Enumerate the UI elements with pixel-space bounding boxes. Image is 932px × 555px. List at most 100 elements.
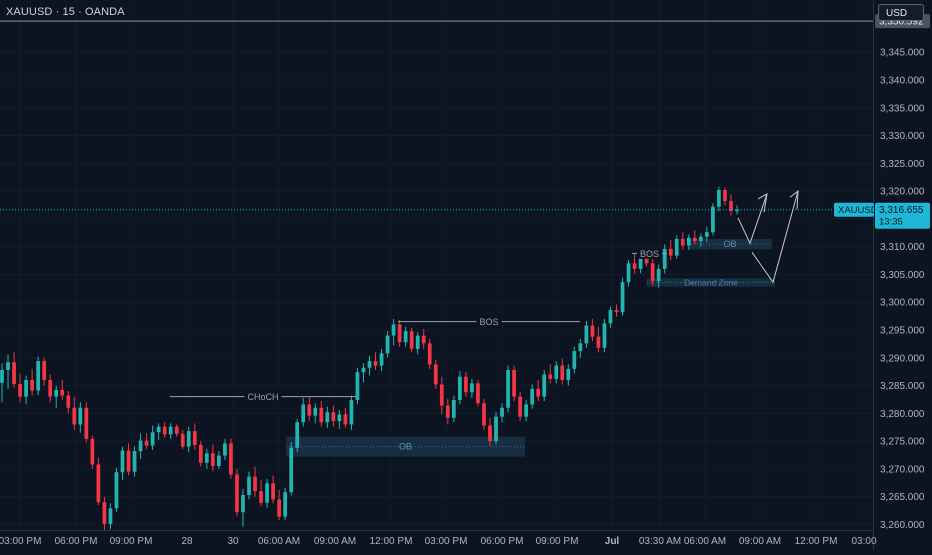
candle[interactable] bbox=[96, 457, 101, 505]
candle[interactable] bbox=[482, 398, 486, 430]
candle[interactable] bbox=[427, 338, 432, 369]
candle[interactable] bbox=[415, 332, 420, 355]
candle[interactable] bbox=[84, 402, 89, 443]
candle[interactable] bbox=[686, 234, 691, 250]
candle[interactable] bbox=[723, 187, 727, 206]
candle[interactable] bbox=[711, 203, 715, 236]
candle[interactable] bbox=[409, 327, 414, 353]
candle[interactable] bbox=[590, 318, 595, 342]
candle[interactable] bbox=[180, 430, 185, 449]
candle[interactable] bbox=[36, 356, 41, 395]
candle[interactable] bbox=[494, 412, 498, 445]
candle[interactable] bbox=[548, 364, 553, 384]
candle[interactable] bbox=[403, 326, 408, 347]
candle[interactable] bbox=[458, 371, 462, 405]
candle[interactable] bbox=[271, 475, 275, 504]
candle[interactable] bbox=[192, 423, 197, 450]
candle[interactable] bbox=[42, 357, 47, 386]
candle[interactable] bbox=[439, 376, 444, 415]
candle[interactable] bbox=[705, 226, 709, 243]
candle[interactable] bbox=[698, 233, 703, 247]
candle[interactable] bbox=[470, 378, 474, 398]
candle[interactable] bbox=[150, 425, 155, 450]
candle[interactable] bbox=[48, 374, 53, 403]
candle[interactable] bbox=[72, 396, 77, 430]
candle[interactable] bbox=[729, 194, 733, 216]
candle[interactable] bbox=[229, 438, 233, 479]
candle[interactable] bbox=[120, 446, 125, 480]
candle[interactable] bbox=[614, 304, 619, 317]
candle[interactable] bbox=[198, 441, 203, 467]
candle[interactable] bbox=[433, 360, 438, 389]
candle[interactable] bbox=[277, 490, 281, 520]
candle[interactable] bbox=[138, 433, 143, 459]
candle[interactable] bbox=[343, 407, 348, 428]
candle[interactable] bbox=[253, 466, 257, 497]
candle[interactable] bbox=[259, 480, 263, 507]
candle[interactable] bbox=[66, 391, 71, 414]
projection-arrow-2[interactable] bbox=[751, 190, 799, 284]
candle[interactable] bbox=[78, 402, 83, 433]
candle[interactable] bbox=[12, 352, 16, 388]
candle[interactable] bbox=[560, 358, 565, 385]
candle[interactable] bbox=[668, 240, 673, 260]
candle[interactable] bbox=[572, 346, 577, 374]
candle[interactable] bbox=[24, 375, 28, 405]
candle[interactable] bbox=[18, 373, 22, 403]
candle[interactable] bbox=[204, 448, 209, 469]
candle[interactable] bbox=[656, 264, 661, 288]
candle[interactable] bbox=[692, 230, 697, 245]
candle[interactable] bbox=[126, 443, 131, 476]
candle[interactable] bbox=[102, 496, 107, 532]
candle[interactable] bbox=[295, 418, 300, 453]
candle[interactable] bbox=[90, 435, 95, 469]
candle[interactable] bbox=[373, 352, 378, 370]
candle[interactable] bbox=[235, 468, 239, 517]
candle[interactable] bbox=[162, 422, 167, 438]
candle[interactable] bbox=[367, 355, 372, 376]
candle[interactable] bbox=[241, 488, 245, 527]
candle[interactable] bbox=[717, 186, 721, 212]
candle[interactable] bbox=[506, 365, 510, 413]
candle[interactable] bbox=[674, 235, 679, 259]
price-axis[interactable]: 3,345.000 3,340.000 3,335.000 3,330.000 3,32… bbox=[873, 0, 925, 550]
candle[interactable] bbox=[620, 277, 625, 316]
candle[interactable] bbox=[518, 392, 522, 422]
candle[interactable] bbox=[337, 410, 342, 429]
candle[interactable] bbox=[0, 363, 4, 403]
symbol-title[interactable]: XAUUSD · 15 · OANDA bbox=[6, 6, 125, 18]
candle[interactable] bbox=[325, 406, 330, 428]
candle[interactable] bbox=[397, 320, 402, 347]
candle[interactable] bbox=[680, 232, 685, 250]
candle[interactable] bbox=[355, 367, 360, 405]
candle[interactable] bbox=[379, 348, 384, 372]
candle[interactable] bbox=[301, 397, 306, 427]
candle[interactable] bbox=[186, 426, 191, 453]
candle[interactable] bbox=[331, 405, 336, 427]
candle[interactable] bbox=[60, 380, 65, 400]
candle[interactable] bbox=[361, 363, 366, 383]
candle[interactable] bbox=[223, 438, 227, 460]
candle[interactable] bbox=[451, 395, 456, 423]
candle[interactable] bbox=[168, 423, 173, 439]
candle[interactable] bbox=[210, 444, 215, 472]
candle[interactable] bbox=[488, 417, 492, 446]
candle[interactable] bbox=[578, 338, 583, 358]
candle[interactable] bbox=[554, 361, 559, 384]
candle[interactable] bbox=[584, 321, 589, 348]
candle[interactable] bbox=[512, 365, 516, 402]
candle[interactable] bbox=[114, 467, 119, 512]
candle[interactable] bbox=[385, 331, 390, 358]
candle[interactable] bbox=[217, 451, 221, 469]
candle[interactable] bbox=[542, 370, 547, 402]
candle[interactable] bbox=[144, 433, 149, 449]
candle[interactable] bbox=[632, 253, 637, 274]
candle[interactable] bbox=[265, 478, 269, 508]
candle[interactable] bbox=[307, 396, 312, 422]
candle[interactable] bbox=[289, 442, 294, 496]
currency-button[interactable]: USD bbox=[878, 4, 924, 21]
order-block-zone-1[interactable] bbox=[286, 436, 525, 457]
candle[interactable] bbox=[464, 372, 468, 397]
